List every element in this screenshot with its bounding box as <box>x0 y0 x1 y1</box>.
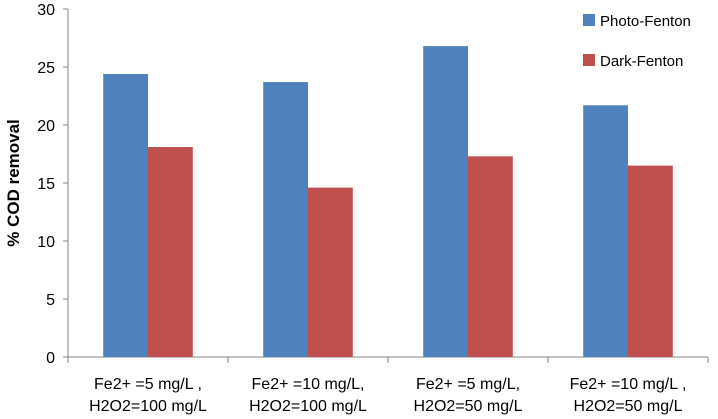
bar <box>423 46 468 358</box>
y-tick-label: 15 <box>37 176 55 193</box>
y-tick-label: 20 <box>37 118 55 135</box>
bar <box>628 165 673 357</box>
bar <box>583 105 628 357</box>
bar <box>103 73 148 358</box>
x-category-label: H2O2=100 mg/L <box>249 398 367 415</box>
y-axis-label: % COD removal <box>4 119 23 247</box>
legend-swatch <box>583 54 595 66</box>
bar <box>468 156 513 357</box>
y-tick-label: 10 <box>37 234 55 251</box>
x-category-label: Fe2+ =10 mg/L, <box>252 376 365 393</box>
x-category-label: H2O2=50 mg/L <box>574 398 683 415</box>
x-category-label: H2O2=50 mg/L <box>414 398 523 415</box>
legend-swatch <box>583 14 595 26</box>
y-tick-label: 0 <box>46 350 55 367</box>
x-category-label: Fe2+ =5 mg/L , <box>94 376 202 393</box>
y-tick-label: 30 <box>37 2 55 19</box>
x-category-label: Fe2+ =10 mg/L , <box>570 376 687 393</box>
bar <box>263 82 308 357</box>
x-category-label: Fe2+ =5 mg/L, <box>416 376 520 393</box>
legend-label: Photo-Fenton <box>600 13 691 30</box>
y-tick-label: 5 <box>46 292 55 309</box>
bar <box>148 147 193 357</box>
y-tick-label: 25 <box>37 60 55 77</box>
x-category-label: H2O2=100 mg/L <box>89 398 207 415</box>
bar <box>308 187 353 357</box>
legend-label: Dark-Fenton <box>600 53 683 70</box>
